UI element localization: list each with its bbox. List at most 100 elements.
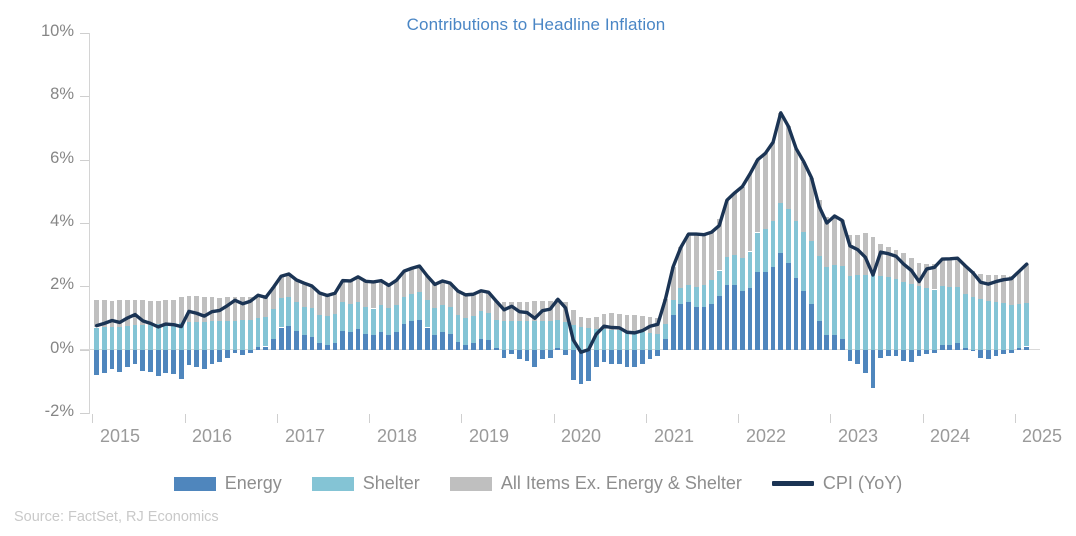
bar-segment-all-items-ex-energy-shelter: [801, 161, 807, 232]
bar-segment-energy: [862, 349, 868, 374]
bar-segment-energy: [340, 330, 345, 350]
bar-segment-energy: [824, 335, 830, 350]
legend-swatch-other-icon: [449, 476, 492, 491]
bar-segment-shelter: [978, 299, 983, 350]
bar-segment-energy: [309, 337, 315, 350]
bar-segment-energy: [132, 349, 138, 364]
bar-segment-all-items-ex-energy-shelter: [532, 300, 538, 322]
bar-segment-shelter: [878, 275, 884, 350]
bar-segment-energy: [632, 349, 638, 368]
bar-segment-shelter: [409, 293, 415, 322]
x-axis-tick: [738, 414, 739, 423]
bar-segment-shelter: [632, 331, 638, 350]
bar-segment-all-items-ex-energy-shelter: [993, 275, 999, 303]
bar-segment-shelter: [132, 325, 138, 350]
bar-segment-energy: [117, 349, 123, 372]
bar-segment-shelter: [478, 311, 484, 339]
bar-segment-all-items-ex-energy-shelter: [1001, 274, 1006, 304]
bar-segment-all-items-ex-energy-shelter: [509, 301, 515, 322]
bar-segment-energy: [432, 335, 438, 350]
bar-segment-shelter: [209, 321, 215, 350]
legend-label-other: All Items Ex. Energy & Shelter: [500, 473, 742, 493]
bar-segment-all-items-ex-energy-shelter: [232, 297, 238, 321]
bar-segment-shelter: [555, 320, 561, 349]
bar-segment-shelter: [309, 308, 315, 337]
legend-item-shelter[interactable]: Shelter: [311, 473, 420, 494]
source-note: Source: FactSet, RJ Economics: [14, 509, 219, 525]
cpi-yoy-line: [94, 111, 1029, 354]
bar-segment-energy: [101, 349, 107, 373]
bar-segment-energy: [1008, 349, 1014, 353]
bar-segment-shelter: [386, 308, 392, 336]
bar-segment-energy: [593, 349, 599, 368]
bar-segment-all-items-ex-energy-shelter: [663, 299, 668, 325]
cpi-line-layer: [89, 33, 1039, 413]
bar-segment-energy: [716, 295, 722, 350]
bar-segment-energy: [709, 303, 714, 350]
bar-segment-energy: [586, 349, 591, 382]
bar-segment-energy: [916, 349, 922, 356]
legend-item-other[interactable]: All Items Ex. Energy & Shelter: [449, 473, 742, 494]
bar-segment-energy: [701, 306, 707, 350]
bar-segment-all-items-ex-energy-shelter: [855, 235, 860, 275]
bar-segment-energy: [793, 278, 799, 350]
bar-segment-shelter: [909, 283, 914, 350]
bar-segment-shelter: [470, 315, 476, 344]
bar-segment-all-items-ex-energy-shelter: [148, 300, 153, 325]
bar-segment-all-items-ex-energy-shelter: [609, 313, 615, 330]
chart-title-text: Contributions to Headline Inflation: [406, 15, 666, 34]
y-axis-tick: [80, 286, 89, 287]
bar-segment-energy: [209, 349, 215, 364]
bar-segment-shelter: [901, 281, 907, 350]
bar-segment-all-items-ex-energy-shelter: [301, 283, 307, 307]
bar-segment-energy: [985, 349, 991, 360]
bar-segment-energy: [194, 349, 199, 368]
bar-segment-energy: [263, 346, 269, 350]
bar-segment-shelter: [809, 241, 814, 304]
bar-segment-energy: [294, 330, 299, 350]
bar-segment-energy: [532, 349, 538, 368]
bar-segment-shelter: [663, 324, 668, 339]
bar-segment-all-items-ex-energy-shelter: [778, 112, 784, 204]
bar-segment-energy: [301, 335, 307, 350]
bar-segment-all-items-ex-energy-shelter: [893, 249, 899, 280]
bar-segment-energy: [993, 349, 999, 356]
bar-segment-shelter: [401, 297, 407, 325]
bar-segment-shelter: [463, 317, 468, 345]
bar-segment-energy: [424, 327, 430, 350]
bar-segment-all-items-ex-energy-shelter: [194, 295, 199, 322]
bar-segment-energy: [555, 348, 561, 350]
bar-segment-all-items-ex-energy-shelter: [224, 297, 230, 321]
bar-segment-all-items-ex-energy-shelter: [916, 262, 922, 287]
x-axis-tick: [923, 414, 924, 423]
x-axis-label: 2017: [284, 426, 326, 446]
legend-item-cpi[interactable]: CPI (YoY): [771, 473, 902, 494]
bar-segment-shelter: [670, 299, 676, 315]
bar-segment-all-items-ex-energy-shelter: [985, 274, 991, 301]
bar-segment-all-items-ex-energy-shelter: [447, 283, 453, 307]
y-axis-label: 0%: [50, 339, 74, 357]
bar-segment-shelter: [970, 297, 976, 350]
bar-segment-energy: [232, 349, 238, 353]
bar-segment-energy: [155, 349, 161, 376]
bar-segment-shelter: [586, 328, 591, 350]
bar-segment-all-items-ex-energy-shelter: [870, 236, 876, 275]
bar-segment-shelter: [716, 270, 722, 296]
bar-segment-all-items-ex-energy-shelter: [709, 232, 714, 281]
bar-segment-shelter: [1016, 303, 1022, 349]
bar-segment-all-items-ex-energy-shelter: [355, 276, 361, 302]
bar-segment-energy: [547, 349, 553, 358]
bar-segment-energy: [94, 349, 100, 375]
bar-segment-shelter: [140, 324, 146, 350]
x-axis-label: 2024: [929, 426, 971, 446]
bar-segment-all-items-ex-energy-shelter: [371, 281, 376, 309]
bar-segment-energy: [932, 349, 937, 353]
legend-item-energy[interactable]: Energy: [173, 473, 282, 494]
bar-segment-energy: [747, 287, 753, 350]
x-axis-label: 2025: [1021, 426, 1063, 446]
bar-segment-energy: [640, 349, 645, 364]
bar-segment-shelter: [117, 326, 123, 350]
bar-segment-all-items-ex-energy-shelter: [809, 177, 814, 242]
bar-segment-energy: [616, 349, 622, 364]
bar-segment-all-items-ex-energy-shelter: [755, 159, 761, 233]
